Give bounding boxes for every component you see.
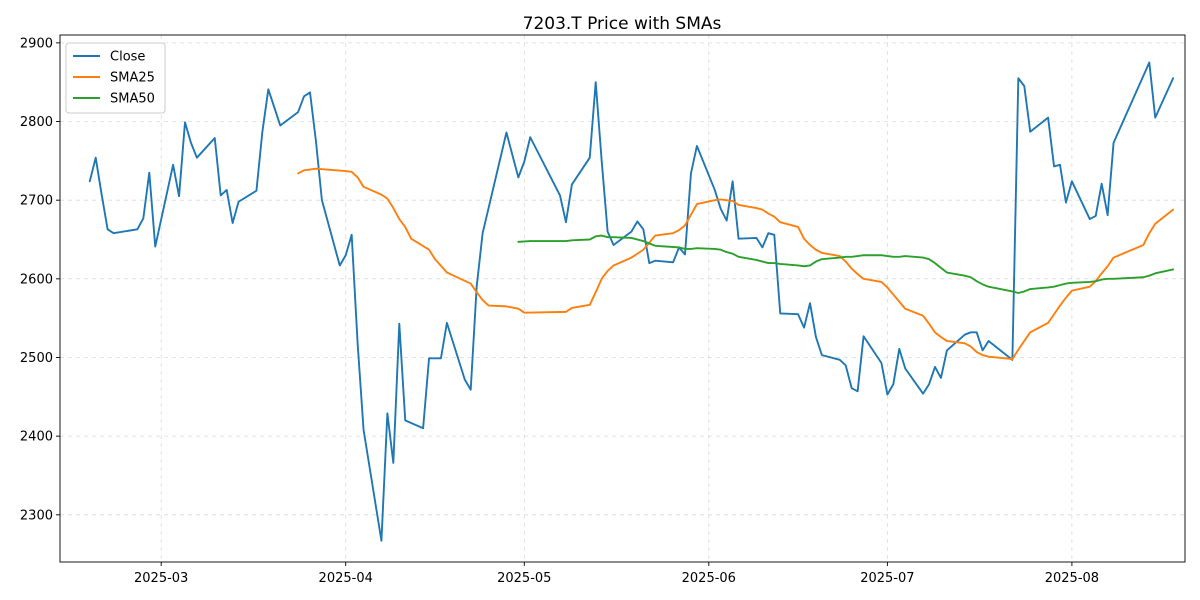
series-line-close bbox=[88, 61, 1175, 542]
axes: 2300 2400 2500 2600 2700 2800 2900 2025-03 2025-… bbox=[20, 36, 1099, 586]
y-tick-label: 2500 bbox=[20, 351, 53, 366]
plot-area-frame bbox=[59, 34, 1186, 563]
chart-title: 7203.T Price with SMAs bbox=[523, 14, 722, 34]
legend-label-close: Close bbox=[110, 50, 145, 65]
series-line-sma25 bbox=[297, 167, 1175, 361]
y-tick-label: 2300 bbox=[20, 508, 53, 523]
y-tick-label: 2800 bbox=[20, 115, 53, 130]
legend: Close SMA25 SMA50 bbox=[65, 42, 166, 114]
series-lines bbox=[88, 61, 1175, 542]
x-tick-label: 2025-06 bbox=[682, 571, 736, 586]
y-tick-label: 2900 bbox=[20, 36, 53, 51]
series-line-sma50 bbox=[517, 234, 1175, 294]
x-tick-label: 2025-05 bbox=[497, 571, 551, 586]
x-tick-label: 2025-03 bbox=[134, 571, 188, 586]
x-tick-label: 2025-08 bbox=[1045, 571, 1099, 586]
legend-box bbox=[65, 42, 166, 114]
x-tick-label: 2025-07 bbox=[860, 571, 914, 586]
y-tick-label: 2400 bbox=[20, 430, 53, 445]
y-tick-label: 2600 bbox=[20, 272, 53, 287]
legend-label-sma50: SMA50 bbox=[110, 92, 155, 107]
grid-lines bbox=[60, 35, 1185, 562]
legend-label-sma25: SMA25 bbox=[110, 71, 155, 86]
x-tick-label: 2025-04 bbox=[319, 571, 373, 586]
y-tick-label: 2700 bbox=[20, 194, 53, 209]
